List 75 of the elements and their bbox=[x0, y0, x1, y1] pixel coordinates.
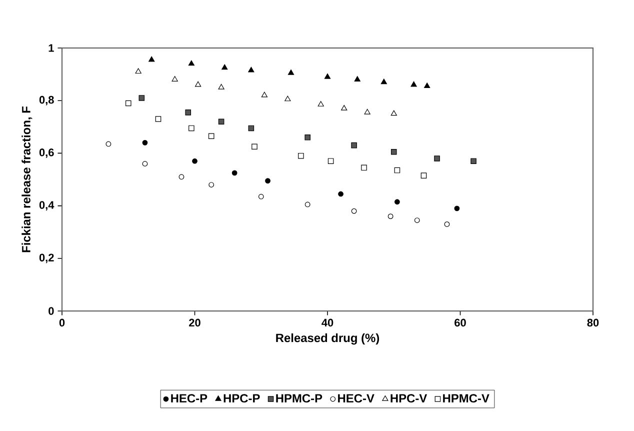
point bbox=[155, 116, 162, 122]
point bbox=[125, 100, 132, 106]
point bbox=[288, 69, 294, 75]
point bbox=[138, 95, 145, 101]
point bbox=[354, 76, 360, 82]
point bbox=[361, 164, 367, 171]
point bbox=[388, 214, 394, 220]
point bbox=[318, 101, 324, 106]
point bbox=[390, 148, 397, 155]
y-tick-label: 0 bbox=[48, 307, 54, 315]
point bbox=[142, 140, 148, 146]
point bbox=[218, 118, 224, 125]
point bbox=[195, 81, 202, 87]
y-axis-title: Fickian release fraction, F bbox=[22, 106, 32, 252]
point bbox=[351, 208, 357, 214]
point bbox=[135, 68, 142, 74]
point bbox=[304, 202, 310, 208]
y-tick-label: 0,6 bbox=[39, 148, 54, 158]
point bbox=[304, 134, 310, 140]
legend-label: HPC-V bbox=[390, 394, 428, 403]
point bbox=[172, 76, 178, 82]
point bbox=[208, 133, 214, 139]
x-tick-label: 20 bbox=[189, 318, 200, 327]
point bbox=[252, 144, 258, 150]
point bbox=[188, 125, 194, 132]
point bbox=[188, 60, 194, 66]
point bbox=[192, 158, 198, 164]
point bbox=[284, 96, 291, 102]
point bbox=[265, 178, 270, 184]
point bbox=[178, 174, 184, 180]
point bbox=[208, 182, 214, 188]
point bbox=[106, 141, 112, 147]
point bbox=[258, 194, 264, 200]
legend-label: HPMC-P bbox=[276, 394, 322, 403]
point bbox=[148, 56, 155, 62]
point bbox=[380, 78, 387, 84]
point bbox=[351, 142, 357, 148]
point bbox=[390, 110, 397, 116]
point bbox=[338, 191, 344, 197]
legend-label: HPC-P bbox=[224, 394, 260, 403]
point bbox=[218, 84, 224, 90]
x-tick-label: 60 bbox=[454, 318, 466, 327]
y-tick-label: 0,2 bbox=[39, 254, 54, 264]
point bbox=[341, 105, 348, 110]
x-axis-title: Released drug (%) bbox=[276, 333, 380, 345]
point bbox=[248, 66, 254, 72]
point bbox=[364, 108, 370, 114]
legend-label: HPMC-V bbox=[443, 394, 490, 403]
x-tick-label: 40 bbox=[322, 318, 334, 327]
point bbox=[324, 73, 331, 79]
point bbox=[444, 222, 450, 227]
point bbox=[414, 218, 420, 223]
point bbox=[394, 199, 400, 205]
legend-label: HEC-P bbox=[171, 394, 208, 403]
point bbox=[434, 156, 440, 162]
point bbox=[420, 172, 427, 178]
point bbox=[394, 167, 400, 174]
y-tick-label: 0,4 bbox=[39, 201, 54, 210]
point bbox=[232, 170, 238, 176]
x-tick-label: 80 bbox=[587, 318, 599, 327]
point bbox=[454, 206, 460, 212]
point bbox=[185, 110, 192, 116]
point bbox=[222, 64, 228, 70]
legend-label: HEC-V bbox=[338, 394, 374, 403]
y-tick-label: 1 bbox=[48, 44, 54, 52]
point bbox=[328, 158, 334, 164]
point bbox=[142, 161, 148, 166]
point bbox=[298, 152, 304, 159]
x-tick-label: 0 bbox=[59, 318, 65, 327]
point bbox=[410, 81, 417, 87]
point bbox=[470, 158, 476, 164]
point bbox=[424, 82, 430, 88]
point bbox=[261, 92, 268, 98]
y-tick-label: 0,8 bbox=[39, 96, 54, 106]
point bbox=[248, 125, 254, 132]
